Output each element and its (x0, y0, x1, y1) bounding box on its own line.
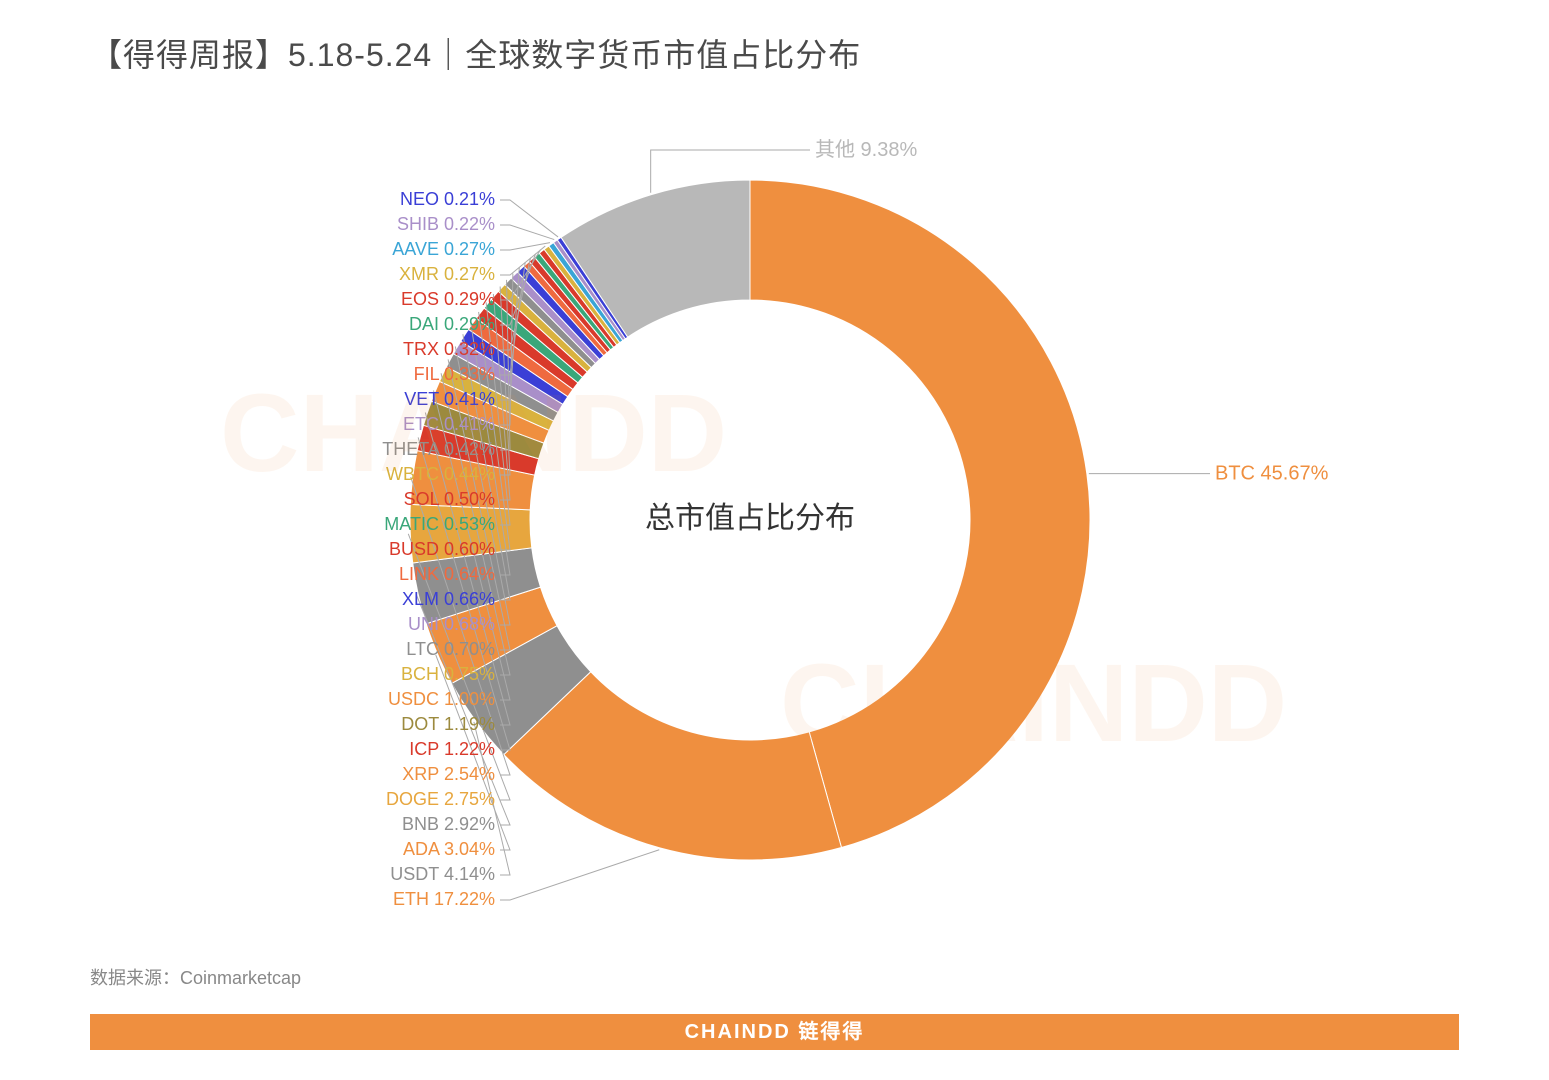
center-label: 总市值占比分布 (645, 502, 855, 535)
slice-label-NEO: NEO 0.21% (400, 189, 495, 209)
slice-label-USDT: USDT 4.14% (390, 864, 495, 884)
slice-label-USDC: USDC 1.00% (388, 689, 495, 709)
slice-label-LINK: LINK 0.64% (399, 564, 495, 584)
slice-label-FIL: FIL 0.33% (414, 364, 495, 384)
slice-label-THETA: THETA 0.42% (382, 439, 495, 459)
slice-label-EOS: EOS 0.29% (401, 289, 495, 309)
slice-label-XLM: XLM 0.66% (402, 589, 495, 609)
slice-label-XMR: XMR 0.27% (399, 264, 495, 284)
data-source: 数据来源：Coinmarketcap (90, 964, 301, 990)
slice-label-BUSD: BUSD 0.60% (389, 539, 495, 559)
slice-label-其他: 其他 9.38% (815, 138, 917, 161)
slice-label-WBTC: WBTC 0.44% (386, 464, 495, 484)
slice-label-LTC: LTC 0.70% (406, 639, 495, 659)
slice-label-BNB: BNB 2.92% (402, 814, 495, 834)
slice-label-AAVE: AAVE 0.27% (392, 239, 495, 259)
leader-line (500, 850, 659, 900)
slice-label-UNI: UNI 0.68% (408, 614, 495, 634)
donut-chart: ETH 17.22% USDT 4.14% ADA 3.04% BNB 2.92% DO… (0, 90, 1549, 990)
slice-label-BCH: BCH 0.75% (401, 664, 495, 684)
slice-label-BTC: BTC 45.67% (1215, 463, 1329, 485)
slice-label-XRP: XRP 2.54% (402, 764, 495, 784)
slice-label-MATIC: MATIC 0.53% (384, 514, 495, 534)
slice-label-ETC: ETC 0.41% (403, 414, 495, 434)
slice-label-ICP: ICP 1.22% (409, 739, 495, 759)
slice-label-TRX: TRX 0.32% (403, 339, 495, 359)
slice-label-SHIB: SHIB 0.22% (397, 214, 495, 234)
slice-label-ETH: ETH 17.22% (393, 889, 495, 909)
slice-label-ADA: ADA 3.04% (403, 839, 495, 859)
chart-title: 【得得周报】5.18-5.24｜全球数字货币市值占比分布 (90, 30, 861, 76)
slice-label-DAI: DAI 0.29% (409, 314, 495, 334)
slice-label-DOT: DOT 1.19% (401, 714, 495, 734)
slice-label-SOL: SOL 0.50% (404, 489, 495, 509)
slice-label-VET: VET 0.41% (404, 389, 495, 409)
slice-label-DOGE: DOGE 2.75% (386, 789, 495, 809)
footer-brand: CHAINDD 链得得 (90, 1014, 1459, 1050)
